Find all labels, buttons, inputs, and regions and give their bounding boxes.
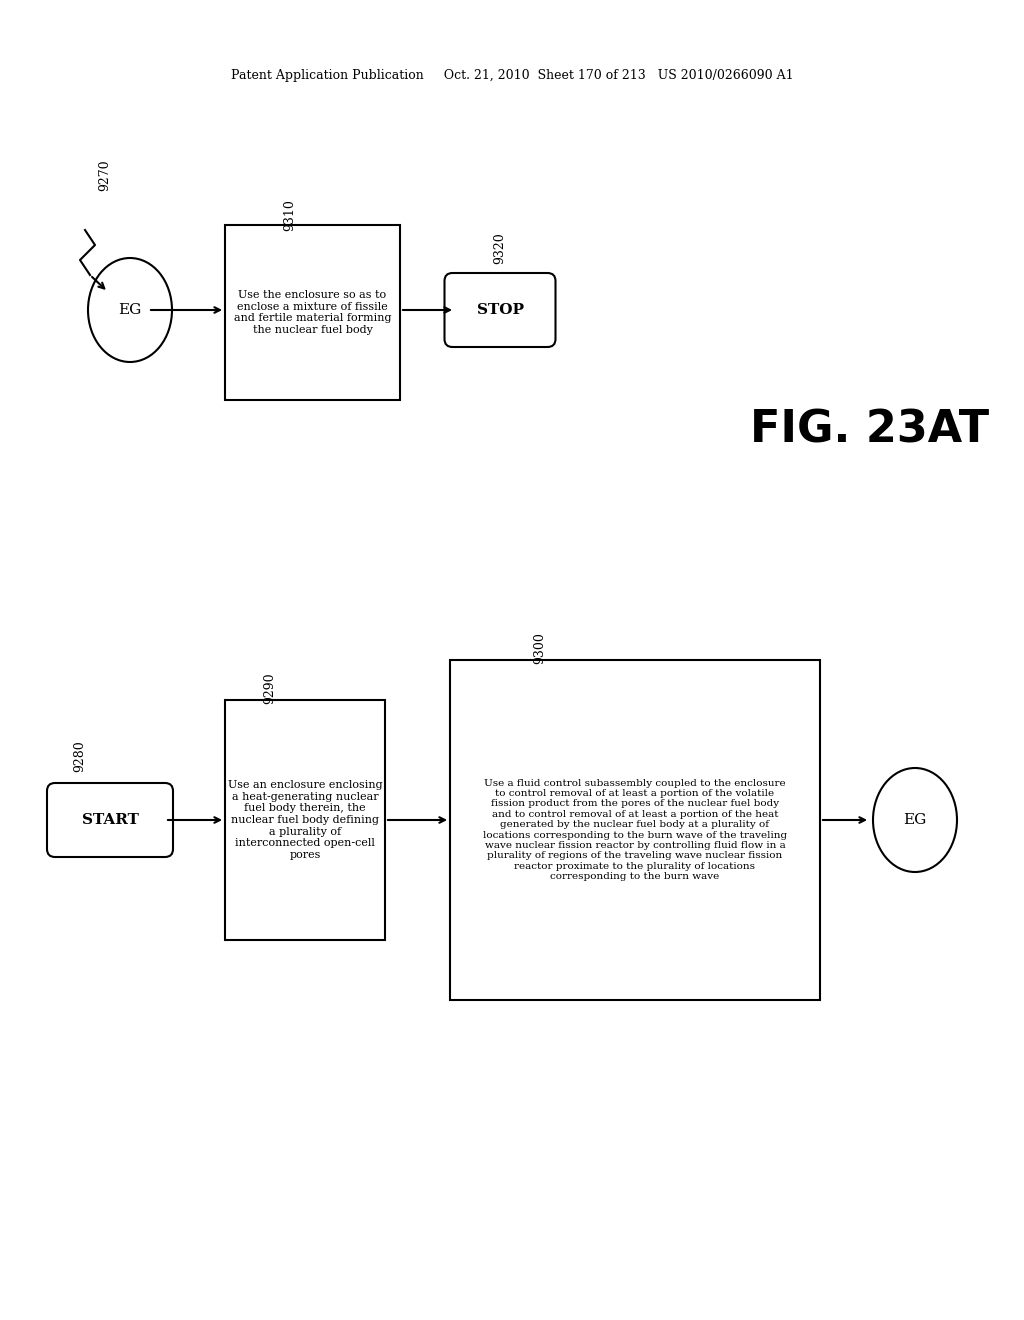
Text: 9290: 9290 (263, 672, 276, 704)
FancyBboxPatch shape (47, 783, 173, 857)
FancyBboxPatch shape (450, 660, 820, 1001)
Text: Use an enclosure enclosing
a heat-generating nuclear
fuel body therein, the
nucl: Use an enclosure enclosing a heat-genera… (227, 780, 382, 859)
Text: Patent Application Publication     Oct. 21, 2010  Sheet 170 of 213   US 2010/026: Patent Application Publication Oct. 21, … (230, 69, 794, 82)
FancyBboxPatch shape (225, 224, 400, 400)
FancyBboxPatch shape (444, 273, 555, 347)
Text: 9310: 9310 (284, 199, 297, 231)
Text: EG: EG (903, 813, 927, 828)
Text: 9270: 9270 (98, 160, 112, 191)
FancyBboxPatch shape (225, 700, 385, 940)
Text: EG: EG (119, 304, 141, 317)
Text: 9320: 9320 (494, 232, 507, 264)
Text: Use the enclosure so as to
enclose a mixture of fissile
and fertile material for: Use the enclosure so as to enclose a mix… (233, 290, 391, 335)
Text: START: START (82, 813, 138, 828)
Text: 9280: 9280 (74, 741, 86, 772)
Text: STOP: STOP (476, 304, 523, 317)
Text: 9300: 9300 (534, 632, 547, 664)
Text: FIG. 23AT: FIG. 23AT (750, 408, 989, 451)
Text: Use a fluid control subassembly coupled to the enclosure
to control removal of a: Use a fluid control subassembly coupled … (483, 779, 787, 882)
